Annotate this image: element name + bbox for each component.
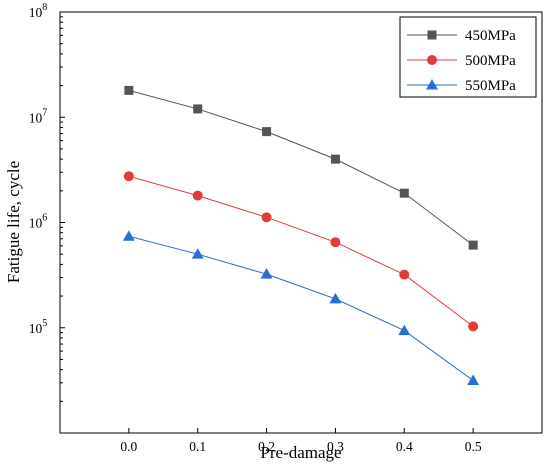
series-line [128, 89, 474, 246]
y-axis-label: Fatigue life, cycle [4, 161, 23, 283]
data-point [398, 324, 411, 336]
data-point [468, 321, 479, 332]
data-point [399, 188, 409, 198]
data-point [467, 374, 480, 386]
data-point [330, 237, 341, 248]
series-line [128, 175, 474, 327]
legend-box [399, 16, 537, 98]
y-tick-exponent: 5 [42, 318, 47, 329]
x-axis-label: Pre-damage [260, 443, 341, 462]
y-tick-exponent: 8 [42, 2, 47, 13]
data-point [330, 154, 340, 164]
data-point [468, 240, 478, 250]
legend-label: 450MPa [465, 28, 516, 44]
legend-label: 550MPa [465, 78, 516, 94]
data-point [193, 104, 203, 114]
data-point [261, 212, 272, 223]
x-tick-label: 0.1 [189, 439, 206, 454]
series-layer [122, 85, 480, 386]
data-point [260, 268, 273, 279]
y-tick-label: 108 [29, 2, 48, 20]
data-point [191, 248, 204, 259]
data-point [123, 171, 134, 182]
data-point [192, 190, 203, 201]
legend-marker [427, 30, 437, 40]
y-tick-label: 107 [29, 107, 48, 125]
x-tick-label: 0.5 [465, 439, 482, 454]
y-tick-label: 106 [29, 213, 48, 231]
y-tick-label: 105 [29, 318, 48, 336]
data-point [329, 292, 342, 304]
legend-label: 500MPa [465, 53, 516, 69]
x-tick-label: 0.2 [258, 439, 275, 454]
series-550MPa [122, 230, 480, 386]
x-axis-ticks: 0.0 0.1 0.2 0.3 0.4 0.5 [120, 428, 482, 454]
x-tick-label: 0.4 [396, 439, 413, 454]
series-500MPa [123, 171, 479, 332]
series-line [128, 235, 474, 381]
legend-marker [426, 79, 438, 90]
data-point [124, 85, 134, 95]
legend: 450MPa 500MPa 550MPa [399, 16, 537, 98]
y-tick-exponent: 6 [42, 213, 47, 224]
data-point [122, 230, 135, 241]
data-point [399, 269, 410, 280]
legend-marker [427, 55, 437, 65]
x-tick-label: 0.3 [327, 439, 344, 454]
x-tick-label: 0.0 [120, 439, 137, 454]
series-450MPa [124, 85, 478, 250]
y-tick-exponent: 7 [42, 107, 47, 118]
data-point [262, 127, 272, 137]
